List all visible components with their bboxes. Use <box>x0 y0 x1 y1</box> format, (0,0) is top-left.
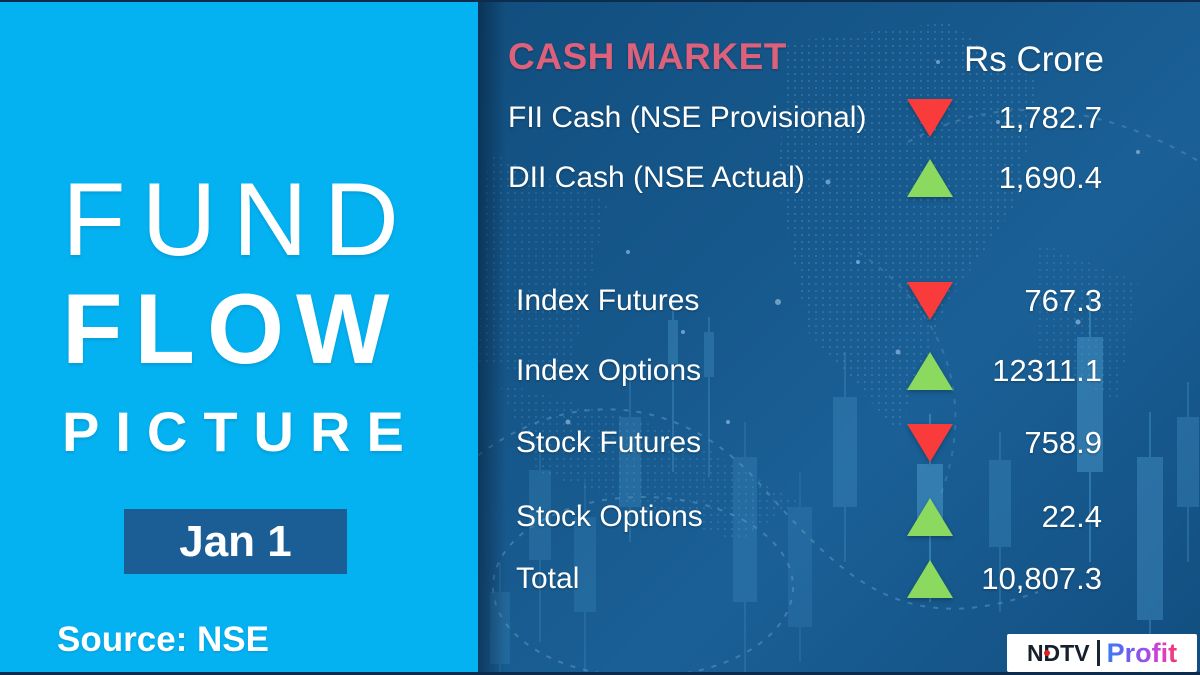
table-row-dii-cash: DII Cash (NSE Actual) 1,690.4 <box>478 155 1200 201</box>
logo-separator <box>1096 640 1100 666</box>
row-label: FII Cash (NSE Provisional) <box>508 101 867 134</box>
brand-title: FUND FLOW PICTURE <box>62 168 420 460</box>
row-value: 12311.1 <box>992 353 1102 388</box>
ndtv-profit-logo: NDTV Profit <box>1007 634 1197 672</box>
brand-panel: FUND FLOW PICTURE Jan 1 Source: NSE <box>0 2 478 672</box>
table-row-fii-cash: FII Cash (NSE Provisional) 1,782.7 <box>478 95 1200 141</box>
table-row-total: Total 10,807.3 <box>478 556 1200 602</box>
row-value: 1,690.4 <box>998 160 1102 195</box>
table-row-index-futures: Index Futures 767.3 <box>478 278 1200 324</box>
up-triangle-icon <box>907 159 953 197</box>
row-label: Stock Options <box>516 500 703 533</box>
down-triangle-icon <box>907 99 953 137</box>
row-value: 758.9 <box>1024 425 1102 460</box>
row-label: Index Futures <box>516 284 700 317</box>
ndtv-red-dot-icon <box>1043 650 1050 656</box>
up-triangle-icon <box>907 560 953 598</box>
table-row-stock-options: Stock Options 22.4 <box>478 494 1200 540</box>
row-value: 767.3 <box>1024 283 1102 318</box>
section-title: CASH MARKET <box>508 36 787 77</box>
unit-header: Rs Crore <box>963 40 1104 79</box>
data-panel: CASH MARKET Rs Crore FII Cash (NSE Provi… <box>478 2 1200 672</box>
source-label: Source: NSE <box>57 620 269 659</box>
table-row-index-options: Index Options 12311.1 <box>478 348 1200 394</box>
panel-edge-shadow <box>478 2 506 672</box>
up-triangle-icon <box>907 498 953 536</box>
down-triangle-icon <box>907 424 953 462</box>
ndtv-wordmark: NDTV <box>1027 640 1090 667</box>
market-background-decor <box>478 22 1200 672</box>
brand-line-picture: PICTURE <box>62 400 420 463</box>
brand-line-flow: FLOW <box>62 273 402 384</box>
up-triangle-icon <box>907 352 953 390</box>
down-triangle-icon <box>907 282 953 320</box>
row-label: DII Cash (NSE Actual) <box>508 161 805 194</box>
date-label: Jan 1 <box>179 516 292 566</box>
row-value: 10,807.3 <box>981 561 1102 596</box>
row-label: Stock Futures <box>516 426 702 459</box>
table-row-stock-futures: Stock Futures 758.9 <box>478 420 1200 466</box>
brand-line-fund: FUND <box>62 162 415 278</box>
date-badge: Jan 1 <box>124 509 347 574</box>
profit-wordmark: Profit <box>1106 637 1178 668</box>
row-value: 22.4 <box>1041 499 1102 534</box>
ndtv-text: NDTV <box>1026 639 1090 666</box>
row-label: Index Options <box>516 354 702 387</box>
row-label: Total <box>516 562 580 595</box>
row-value: 1,782.7 <box>998 100 1102 135</box>
